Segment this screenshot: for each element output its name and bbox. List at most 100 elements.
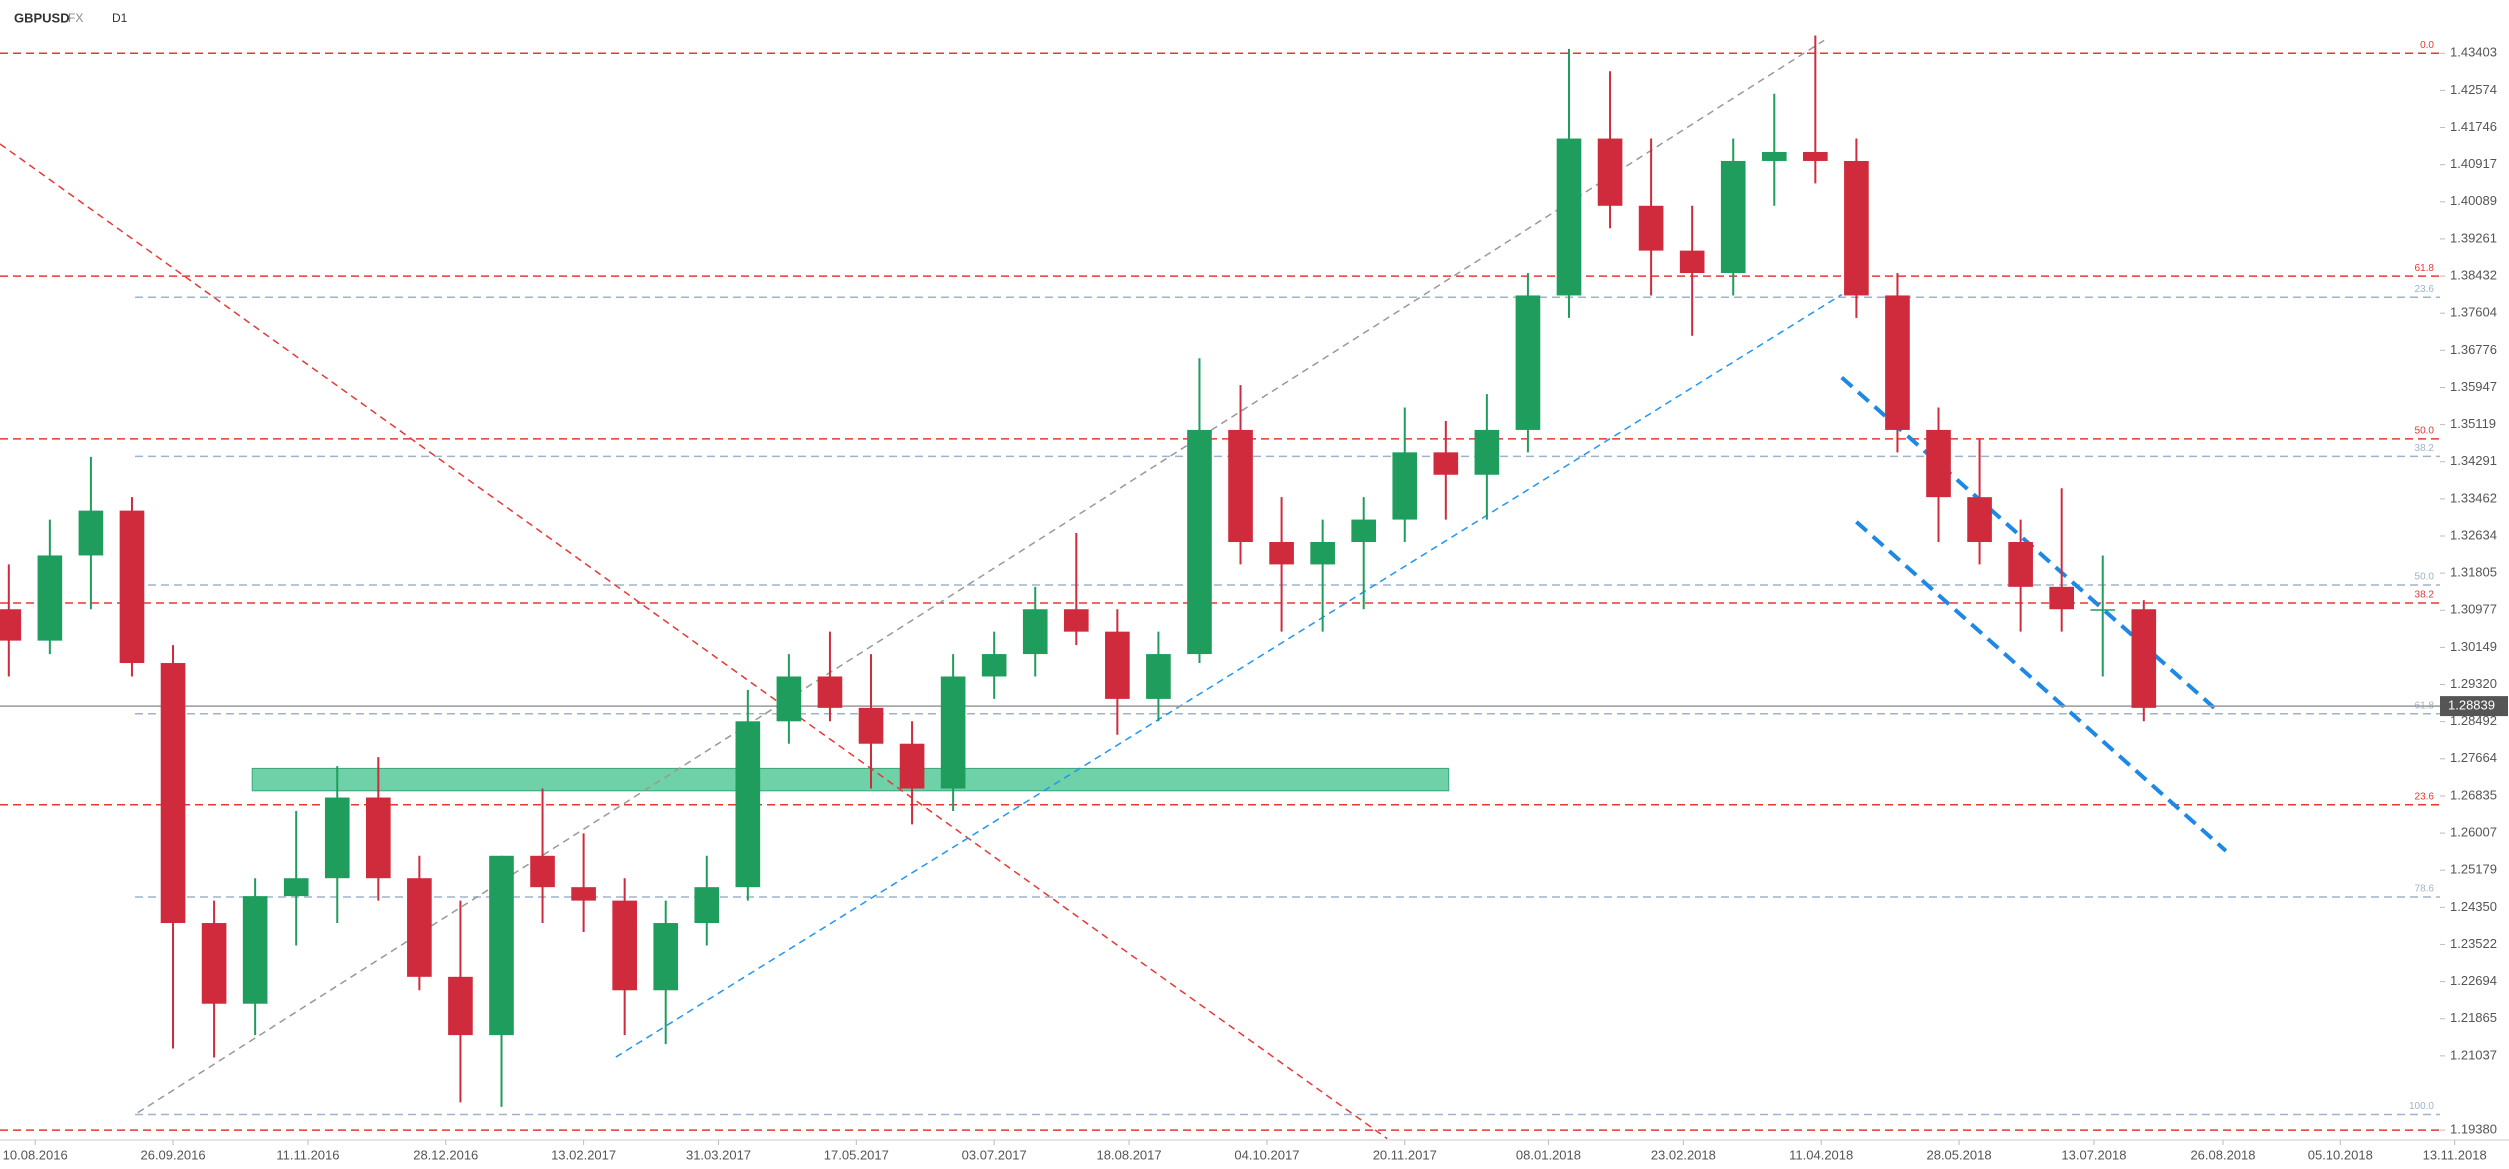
x-tick-label: 20.11.2017 [1373, 1147, 1437, 1162]
y-tick-label: 1.36776 [2450, 342, 2497, 357]
candle-body [1720, 160, 1746, 274]
x-tick-label: 23.02.2018 [1651, 1147, 1716, 1162]
x-tick-label: 17.05.2017 [824, 1147, 889, 1162]
y-tick-label: 1.37604 [2450, 305, 2497, 320]
x-tick-label: 05.10.2018 [2308, 1147, 2373, 1162]
candle-body [1556, 138, 1582, 296]
x-tick-label: 08.01.2018 [1516, 1147, 1581, 1162]
x-tick-label: 18.08.2017 [1097, 1147, 1162, 1162]
candle-body [489, 855, 514, 1036]
candle-body [1803, 152, 1828, 161]
candle-body [366, 797, 391, 879]
symbol[interactable]: GBPUSD [14, 10, 70, 25]
y-tick-label: 1.33462 [2450, 490, 2497, 505]
x-tick-label: 28.12.2016 [413, 1147, 478, 1162]
y-tick-label: 1.22694 [2450, 973, 2497, 988]
candle-body [407, 878, 432, 977]
candle-body [201, 923, 227, 1004]
x-tick-label: 04.10.2017 [1234, 1147, 1299, 1162]
candle-body [1597, 138, 1623, 206]
level-label: 0.0 [2420, 40, 2434, 51]
candle-body [776, 676, 802, 722]
candle-body [0, 609, 22, 641]
y-tick-label: 1.39261 [2450, 230, 2497, 245]
level-label: 50.0 [2415, 572, 2435, 583]
candle-body [119, 510, 145, 664]
candle-body [1926, 429, 1951, 498]
x-tick-label: 10.08.2016 [3, 1147, 68, 1162]
candle-body [1433, 452, 1459, 475]
candle-body [1474, 429, 1500, 475]
candle-body [1105, 631, 1130, 699]
candle-body [817, 676, 843, 708]
candle-body [2090, 609, 2116, 611]
y-tick-label: 1.24350 [2450, 899, 2497, 914]
candle-body [1967, 497, 1992, 542]
candle-body [160, 663, 186, 924]
y-tick-label: 1.30149 [2450, 639, 2497, 654]
x-tick-label: 11.11.2016 [276, 1147, 339, 1162]
y-tick-label: 1.40917 [2450, 156, 2497, 171]
candle-body [242, 896, 268, 1004]
candle-body [2008, 542, 2033, 587]
x-tick-label: 13.07.2018 [2061, 1147, 2126, 1162]
candle-body [1392, 452, 1418, 520]
y-tick-label: 1.43403 [2450, 45, 2497, 60]
candle-body [1351, 519, 1377, 542]
candle-body [2131, 609, 2157, 708]
candle-body [530, 855, 555, 888]
candle-body [694, 887, 720, 924]
candle-body [448, 976, 473, 1036]
y-tick-label: 1.35947 [2450, 379, 2497, 394]
level-label: 100.0 [2409, 1101, 2434, 1112]
y-tick-label: 1.40089 [2450, 193, 2497, 208]
level-label: 23.6 [2415, 791, 2435, 802]
candle-body [1228, 429, 1253, 542]
candle-body [612, 900, 637, 991]
x-tick-label: 11.04.2018 [1789, 1147, 1853, 1162]
candle-body [1063, 609, 1089, 632]
candle-body [940, 676, 966, 789]
level-label: 50.0 [2415, 426, 2435, 437]
y-tick-label: 1.34291 [2450, 453, 2497, 468]
y-tick-label: 1.25179 [2450, 862, 2497, 877]
last-price-box [2440, 696, 2508, 717]
candle-body [1844, 160, 1869, 296]
candle-body [735, 721, 761, 888]
candle-body [981, 654, 1007, 677]
candle-body [858, 707, 884, 744]
market[interactable]: FX [68, 11, 83, 25]
y-tick-label: 1.21037 [2450, 1047, 2497, 1062]
y-tick-label: 1.28492 [2450, 713, 2497, 728]
x-tick-label: 13.11.2018 [2423, 1147, 2487, 1162]
y-tick-label: 1.32634 [2450, 527, 2497, 542]
level-label: 61.8 [2415, 263, 2435, 274]
y-tick-label: 1.26835 [2450, 787, 2497, 802]
candle-body [2049, 586, 2074, 610]
y-tick-label: 1.30977 [2450, 602, 2497, 617]
y-tick-label: 1.29320 [2450, 676, 2497, 691]
candle-body [653, 923, 679, 991]
timeframe[interactable]: D1 [112, 11, 128, 25]
candle-body [283, 878, 309, 897]
level-label: 38.2 [2415, 590, 2435, 601]
x-tick-label: 26.09.2016 [140, 1147, 205, 1162]
y-tick-label: 1.41746 [2450, 119, 2497, 134]
level-label: 38.2 [2415, 443, 2435, 454]
y-tick-label: 1.27664 [2450, 750, 2497, 765]
last-price-label: 1.28839 [2448, 698, 2495, 713]
candle-body [37, 555, 63, 641]
candle-body [1761, 152, 1787, 161]
candle-body [1310, 542, 1335, 565]
x-tick-label: 03.07.2017 [962, 1147, 1027, 1162]
trend-line [137, 39, 1825, 1114]
y-tick-label: 1.42574 [2450, 82, 2497, 97]
y-tick-label: 1.19380 [2450, 1122, 2497, 1137]
candle-body [899, 743, 925, 789]
candle-body [1679, 250, 1705, 274]
candle-body [1187, 429, 1212, 655]
level-label: 78.6 [2415, 884, 2435, 895]
x-tick-label: 28.05.2018 [1926, 1147, 1991, 1162]
y-tick-label: 1.21865 [2450, 1010, 2497, 1025]
